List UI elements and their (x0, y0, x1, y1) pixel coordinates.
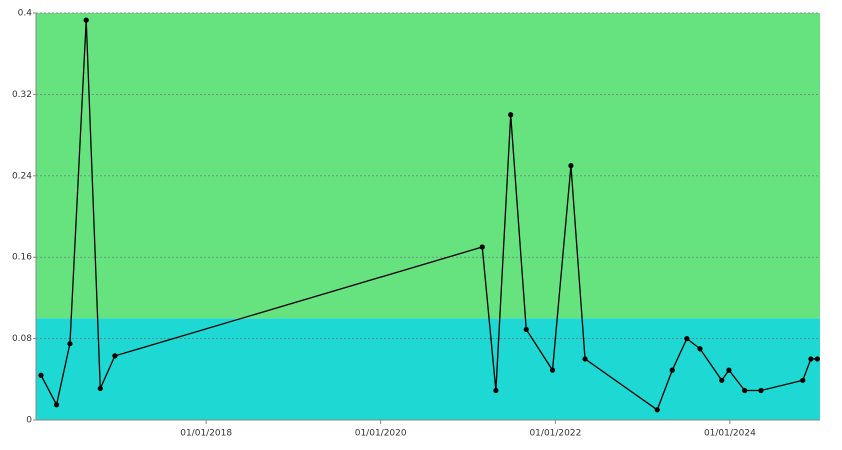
data-point (493, 387, 499, 394)
data-point (53, 402, 60, 408)
data-point (684, 336, 690, 342)
y-tick-label: 0.16 (12, 253, 32, 263)
y-tick-label: 0.08 (12, 334, 32, 344)
y-tick-label: 0.4 (18, 9, 33, 19)
data-point (67, 341, 73, 347)
data-point (742, 387, 748, 394)
data-point (808, 356, 814, 362)
data-point (97, 385, 103, 392)
threshold-band (36, 318, 820, 420)
data-point (697, 346, 703, 352)
y-tick-label: 0.24 (12, 171, 32, 181)
data-point (549, 367, 556, 373)
data-point (814, 356, 820, 362)
x-tick-label: 01/01/2024 (704, 429, 756, 439)
x-tick-label: 01/01/2018 (180, 429, 232, 439)
data-point (582, 356, 588, 362)
data-point (508, 112, 514, 118)
threshold-band (36, 13, 820, 319)
y-tick-label: 0.32 (12, 90, 32, 100)
data-line (40, 20, 818, 411)
data-point (83, 17, 89, 23)
data-point (523, 326, 529, 333)
data-point (800, 377, 806, 383)
data-point (654, 407, 660, 413)
y-tick-label: 0 (26, 416, 32, 426)
data-point (669, 367, 675, 373)
x-tick-label: 01/01/2022 (529, 429, 581, 439)
data-point (726, 367, 732, 373)
x-tick-label: 01/01/2020 (355, 429, 407, 439)
data-point (112, 353, 118, 359)
data-point (568, 163, 574, 169)
data-point (479, 244, 485, 250)
data-point (38, 372, 44, 378)
data-point (719, 377, 725, 383)
data-point (758, 387, 764, 394)
